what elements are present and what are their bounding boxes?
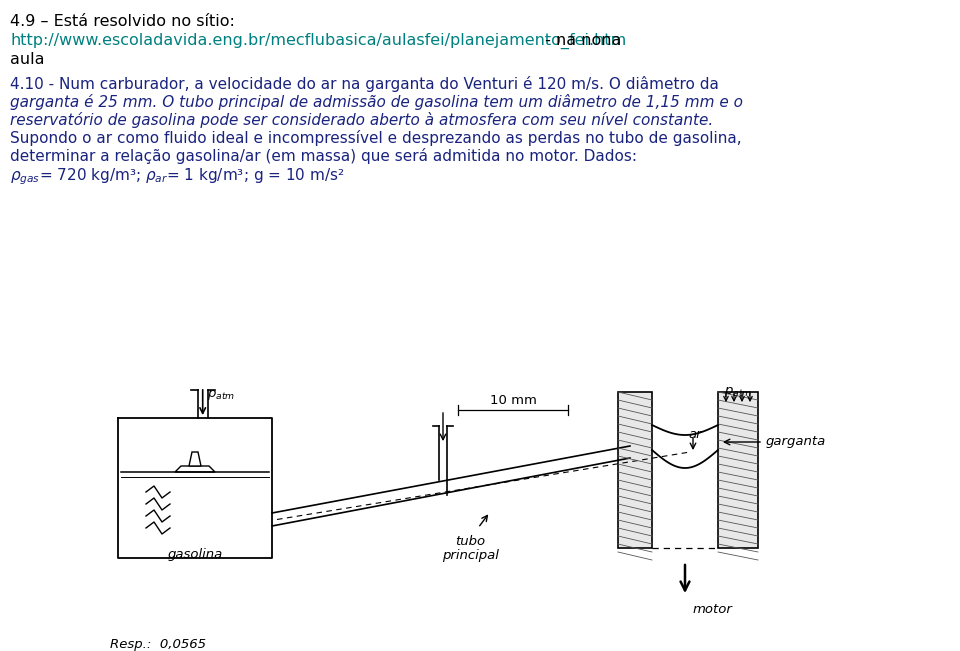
- Text: Resp.:  0,0565: Resp.: 0,0565: [110, 638, 206, 651]
- Text: $p_{atm}$: $p_{atm}$: [724, 385, 752, 399]
- Text: 4.10 - Num carburador, a velocidade do ar na garganta do Venturi é 120 m/s. O di: 4.10 - Num carburador, a velocidade do a…: [10, 76, 719, 92]
- Bar: [718, 392, 758, 548]
- Polygon shape: [175, 466, 215, 472]
- Text: http://www.escoladavida.eng.br/mecflubasica/aulasfei/planejamento_fei.htm: http://www.escoladavida.eng.br/mecflubas…: [10, 33, 626, 49]
- Text: reservatório de gasolina pode ser considerado aberto à atmosfera com seu nível c: reservatório de gasolina pode ser consid…: [10, 112, 713, 128]
- Text: 10 mm: 10 mm: [490, 394, 537, 407]
- Text: garganta: garganta: [766, 436, 827, 449]
- Bar: [618, 392, 652, 548]
- Polygon shape: [189, 452, 201, 466]
- Text: ar: ar: [688, 428, 702, 441]
- Text: Supondo o ar como fluido ideal e incompressível e desprezando as perdas no tubo : Supondo o ar como fluido ideal e incompr…: [10, 130, 742, 146]
- Text: motor: motor: [693, 603, 732, 616]
- Text: 4.9 – Está resolvido no sítio:: 4.9 – Está resolvido no sítio:: [10, 14, 235, 29]
- Text: $p_{atm}$: $p_{atm}$: [206, 388, 235, 402]
- Text: - na nona: - na nona: [540, 33, 621, 48]
- Text: garganta é 25 mm. O tubo principal de admissão de gasolina tem um diâmetro de 1,: garganta é 25 mm. O tubo principal de ad…: [10, 94, 743, 110]
- Text: determinar a relação gasolina/ar (em massa) que será admitida no motor. Dados:: determinar a relação gasolina/ar (em mas…: [10, 148, 637, 164]
- Text: tubo: tubo: [455, 535, 485, 548]
- Text: $\rho_{gas}$= 720 kg/m³; $\rho_{ar}$= 1 kg/m³; g = 10 m/s²: $\rho_{gas}$= 720 kg/m³; $\rho_{ar}$= 1 …: [10, 166, 345, 187]
- Text: principal: principal: [442, 549, 498, 562]
- Text: aula: aula: [10, 52, 44, 67]
- Text: gasolina: gasolina: [167, 548, 223, 561]
